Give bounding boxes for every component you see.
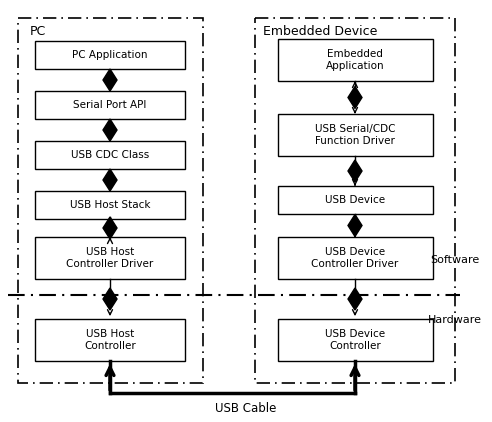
Polygon shape [103, 119, 117, 141]
Bar [277, 237, 432, 279]
Bar [35, 191, 185, 219]
Bar [35, 141, 185, 169]
Bar [35, 319, 185, 361]
Text: Serial Port API: Serial Port API [73, 100, 147, 110]
Polygon shape [348, 160, 362, 182]
Text: USB Host Stack: USB Host Stack [70, 200, 150, 210]
Text: USB Device: USB Device [325, 195, 385, 205]
Text: USB Serial/CDC
Function Driver: USB Serial/CDC Function Driver [315, 124, 395, 146]
Bar [277, 186, 432, 214]
Text: Embedded
Application: Embedded Application [326, 49, 384, 71]
Text: Software: Software [430, 255, 480, 265]
Polygon shape [103, 288, 117, 310]
Polygon shape [348, 214, 362, 236]
Polygon shape [103, 169, 117, 191]
Text: USB Device
Controller: USB Device Controller [325, 329, 385, 351]
Text: USB Cable: USB Cable [215, 401, 277, 414]
Text: Embedded Device: Embedded Device [263, 25, 377, 38]
Polygon shape [103, 217, 117, 239]
Polygon shape [103, 69, 117, 91]
Text: USB Host
Controller: USB Host Controller [84, 329, 136, 351]
Text: PC Application: PC Application [72, 50, 148, 60]
Text: PC: PC [30, 25, 46, 38]
Text: USB CDC Class: USB CDC Class [71, 150, 149, 160]
Bar [35, 237, 185, 279]
Text: USB Host
Controller Driver: USB Host Controller Driver [66, 247, 154, 269]
Bar [277, 39, 432, 81]
Polygon shape [348, 87, 362, 108]
Bar [35, 41, 185, 69]
Bar [277, 319, 432, 361]
Polygon shape [348, 288, 362, 310]
Text: USB Device
Controller Driver: USB Device Controller Driver [311, 247, 399, 269]
Text: Hardware: Hardware [428, 315, 482, 325]
Bar [35, 91, 185, 119]
Bar [277, 114, 432, 156]
